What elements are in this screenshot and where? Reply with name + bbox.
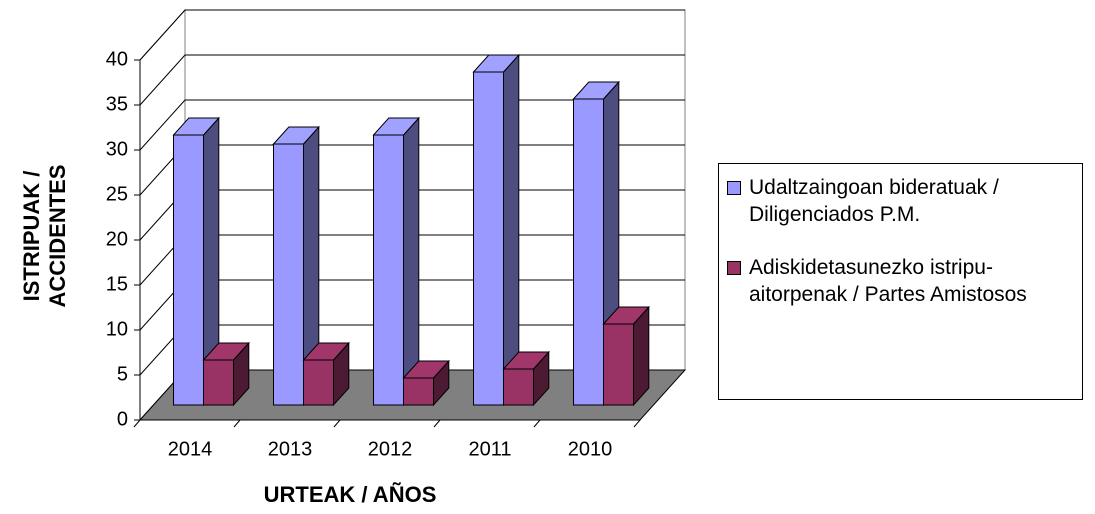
legend-label: Adiskidetasunezko istripu-aitorpenak / P… bbox=[749, 256, 1027, 306]
bar-top bbox=[202, 342, 250, 361]
x-tick-label: 2014 bbox=[168, 438, 213, 460]
bar-top bbox=[472, 54, 520, 73]
grid-line bbox=[139, 9, 685, 61]
bar-top bbox=[172, 117, 220, 136]
bar-front bbox=[603, 323, 634, 406]
bar-top bbox=[602, 306, 650, 325]
y-tick-label: 5 bbox=[117, 363, 128, 385]
x-tick bbox=[333, 419, 341, 428]
legend-swatch bbox=[727, 261, 741, 275]
legend-item: Adiskidetasunezko istripu-aitorpenak / P… bbox=[727, 254, 1074, 308]
bar-top bbox=[402, 360, 450, 379]
x-tick bbox=[233, 419, 241, 428]
bar-side bbox=[403, 116, 420, 407]
bar-front bbox=[373, 134, 404, 406]
bar-front bbox=[273, 143, 304, 406]
bar-top bbox=[272, 126, 320, 145]
x-tick-label: 2010 bbox=[568, 438, 613, 460]
bar-front bbox=[473, 71, 504, 406]
legend-swatch bbox=[727, 181, 741, 195]
x-tick bbox=[633, 419, 641, 428]
y-tick-label: 0 bbox=[117, 408, 128, 430]
chart: 0 5 10 15 20 25 30 35 40 2014 2013 2012 2011 2010 bbox=[106, 8, 687, 460]
y-tick-label: 10 bbox=[106, 318, 128, 340]
x-tick-label: 2011 bbox=[468, 438, 511, 460]
x-axis-label: URTEAK / AÑOS bbox=[263, 482, 437, 507]
bar-top bbox=[572, 81, 620, 100]
y-tick-label: 40 bbox=[106, 48, 128, 70]
y-axis-label: ISTRIPUAK / ACCIDENTES bbox=[19, 164, 70, 308]
y-tick-label: 30 bbox=[106, 138, 128, 160]
y-tick-label: 35 bbox=[106, 93, 128, 115]
bar-front bbox=[403, 377, 434, 406]
y-tick-label: 25 bbox=[106, 183, 128, 205]
bar-top bbox=[372, 117, 420, 136]
x-tick bbox=[533, 419, 541, 428]
y-tick-label: 15 bbox=[106, 273, 128, 295]
bar-front bbox=[203, 359, 234, 406]
bar-top bbox=[502, 351, 550, 370]
x-tick-label: 2012 bbox=[368, 438, 413, 460]
legend-label: Udaltzaingoan bideratuak / Diligenciados… bbox=[749, 176, 999, 226]
bar-front bbox=[173, 134, 204, 406]
bar-front bbox=[303, 359, 334, 406]
legend-item: Udaltzaingoan bideratuak / Diligenciados… bbox=[727, 174, 1074, 228]
bar-front bbox=[503, 368, 534, 406]
bar-front bbox=[573, 98, 604, 406]
bar-side bbox=[503, 53, 520, 407]
legend: Udaltzaingoan bideratuak / Diligenciados… bbox=[718, 163, 1083, 400]
x-tick bbox=[133, 419, 141, 428]
x-tick bbox=[433, 419, 441, 428]
y-tick-label: 20 bbox=[106, 228, 128, 250]
bar-top bbox=[302, 342, 350, 361]
x-tick-label: 2013 bbox=[268, 438, 313, 460]
